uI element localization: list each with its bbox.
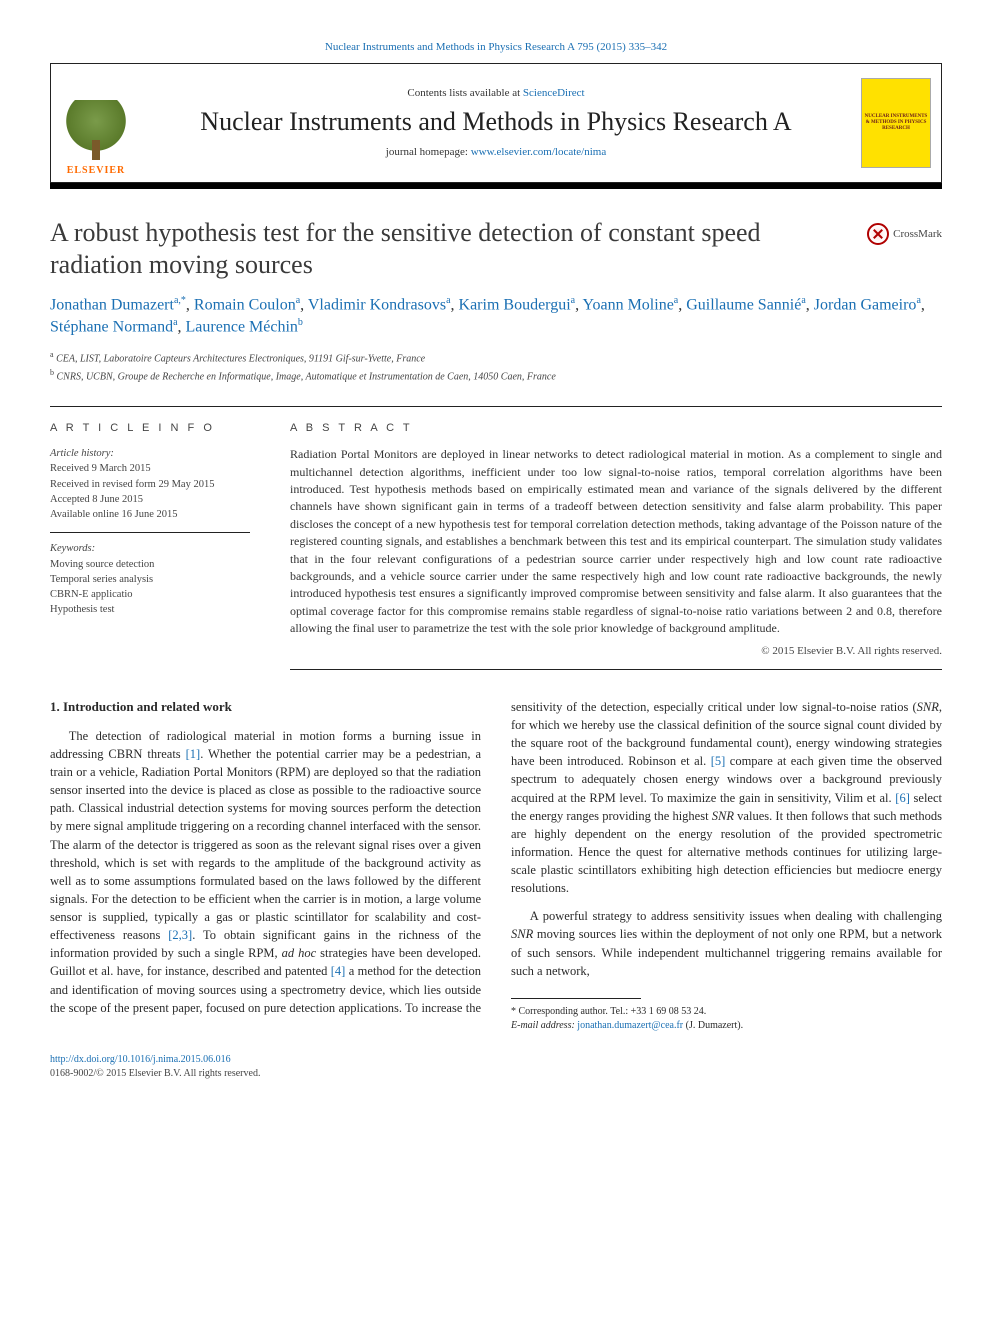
author-8[interactable]: Stéphane Normand — [50, 319, 173, 336]
affil-sup-a: a — [50, 350, 54, 359]
history-accepted: Accepted 8 June 2015 — [50, 492, 250, 507]
p3-text-b: moving sources lies within the deploymen… — [511, 927, 942, 977]
email-label: E-mail address: — [511, 1020, 577, 1031]
affiliations: a CEA, LIST, Laboratoire Capteurs Archit… — [50, 349, 942, 384]
article-info-head: A R T I C L E I N F O — [50, 421, 250, 436]
journal-cover-block: NUCLEAR INSTRUMENTS & METHODS IN PHYSICS… — [851, 64, 941, 182]
crossmark-icon — [867, 223, 889, 245]
author-5[interactable]: Yoann Moline — [583, 296, 674, 313]
page-footer: http://dx.doi.org/10.1016/j.nima.2015.06… — [50, 1053, 942, 1081]
crossmark-label: CrossMark — [893, 227, 942, 242]
abstract-text: Radiation Portal Monitors are deployed i… — [290, 446, 942, 637]
affiliation-a: a CEA, LIST, Laboratoire Capteurs Archit… — [50, 349, 942, 366]
journal-header: ELSEVIER Contents lists available at Sci… — [50, 63, 942, 183]
body-columns: 1. Introduction and related work The det… — [50, 698, 942, 1033]
crossmark-badge[interactable]: CrossMark — [867, 223, 942, 245]
section-1-head: 1. Introduction and related work — [50, 698, 481, 717]
author-1-affil: a,* — [174, 295, 186, 306]
section-1-title: Introduction and related work — [63, 699, 232, 714]
ref-6[interactable]: [6] — [895, 791, 910, 805]
p2-snr2: SNR — [712, 809, 734, 823]
doi-link[interactable]: http://dx.doi.org/10.1016/j.nima.2015.06… — [50, 1054, 231, 1065]
history-revised: Received in revised form 29 May 2015 — [50, 477, 250, 492]
section-1-number: 1. — [50, 699, 60, 714]
author-5-affil: a — [674, 295, 678, 306]
affiliation-b: b CNRS, UCBN, Groupe de Recherche en Inf… — [50, 367, 942, 384]
history-online: Available online 16 June 2015 — [50, 507, 250, 522]
keyword-1: Moving source detection — [50, 557, 250, 572]
author-7[interactable]: Jordan Gameiro — [814, 296, 917, 313]
journal-header-center: Contents lists available at ScienceDirec… — [141, 64, 851, 182]
corr-email-link[interactable]: jonathan.dumazert@cea.fr — [577, 1020, 683, 1031]
history-received: Received 9 March 2015 — [50, 461, 250, 476]
journal-homepage-line: journal homepage: www.elsevier.com/locat… — [151, 145, 841, 160]
journal-cover-thumb: NUCLEAR INSTRUMENTS & METHODS IN PHYSICS… — [861, 78, 931, 168]
ref-2-3[interactable]: [2,3] — [168, 928, 192, 942]
body-p1: The detection of radiological material i… — [50, 698, 942, 1033]
journal-homepage-link[interactable]: www.elsevier.com/locate/nima — [471, 146, 607, 158]
author-1[interactable]: Jonathan Dumazert — [50, 296, 174, 313]
author-2[interactable]: Romain Coulon — [194, 296, 296, 313]
corr-tel: +33 1 69 08 53 24. — [631, 1006, 707, 1017]
abstract-head: A B S T R A C T — [290, 421, 942, 436]
sciencedirect-link[interactable]: ScienceDirect — [523, 87, 585, 99]
ref-1[interactable]: [1] — [186, 747, 201, 761]
keywords-label: Keywords: — [50, 541, 250, 556]
author-7-affil: a — [916, 295, 920, 306]
author-3-affil: a — [446, 295, 450, 306]
corr-label: * Corresponding author. Tel.: — [511, 1006, 631, 1017]
article-info: A R T I C L E I N F O Article history: R… — [50, 406, 250, 670]
publisher-logo-block: ELSEVIER — [51, 64, 141, 182]
issn-copyright: 0168-9002/© 2015 Elsevier B.V. All right… — [50, 1068, 260, 1079]
article-history: Article history: Received 9 March 2015 R… — [50, 446, 250, 533]
footnote-separator — [511, 998, 641, 999]
author-6-affil: a — [801, 295, 805, 306]
author-4-affil: a — [571, 295, 575, 306]
author-4[interactable]: Karim Boudergui — [459, 296, 571, 313]
p1-adhoc: ad hoc — [282, 946, 317, 960]
journal-name: Nuclear Instruments and Methods in Physi… — [151, 107, 841, 137]
elsevier-tree-icon — [66, 100, 126, 160]
p3-text-a: A powerful strategy to address sensitivi… — [530, 909, 942, 923]
running-header: Nuclear Instruments and Methods in Physi… — [50, 40, 942, 55]
homepage-prefix: journal homepage: — [386, 146, 471, 158]
author-9-affil: b — [298, 317, 303, 328]
body-p3: A powerful strategy to address sensitivi… — [511, 907, 942, 980]
author-list: Jonathan Dumazerta,*, Romain Coulona, Vl… — [50, 294, 942, 339]
keyword-2: Temporal series analysis — [50, 572, 250, 587]
ref-4[interactable]: [4] — [331, 964, 346, 978]
author-9[interactable]: Laurence Méchin — [186, 319, 298, 336]
header-divider-bar — [50, 183, 942, 189]
author-6[interactable]: Guillaume Sannié — [686, 296, 801, 313]
contents-prefix: Contents lists available at — [407, 87, 522, 99]
ref-5[interactable]: [5] — [711, 754, 726, 768]
affil-sup-b: b — [50, 368, 54, 377]
p1-text-b: . Whether the potential carrier may be a… — [50, 747, 481, 942]
author-2-affil: a — [296, 295, 300, 306]
p3-snr: SNR — [511, 927, 533, 941]
p2-snr1: SNR — [917, 700, 939, 714]
corresponding-footnote: * Corresponding author. Tel.: +33 1 69 0… — [511, 1005, 942, 1033]
email-suffix: (J. Dumazert). — [683, 1020, 743, 1031]
keywords-block: Keywords: Moving source detection Tempor… — [50, 541, 250, 617]
history-label: Article history: — [50, 446, 250, 461]
keyword-4: Hypothesis test — [50, 602, 250, 617]
affil-text-a: CEA, LIST, Laboratoire Capteurs Architec… — [56, 354, 425, 365]
paper-title: A robust hypothesis test for the sensiti… — [50, 217, 847, 279]
abstract: A B S T R A C T Radiation Portal Monitor… — [290, 406, 942, 670]
keyword-3: CBRN-E applicatio — [50, 587, 250, 602]
author-8-affil: a — [173, 317, 177, 328]
running-header-link[interactable]: Nuclear Instruments and Methods in Physi… — [325, 41, 667, 53]
contents-available-line: Contents lists available at ScienceDirec… — [151, 86, 841, 101]
author-3[interactable]: Vladimir Kondrasovs — [308, 296, 446, 313]
affil-text-b: CNRS, UCBN, Groupe de Recherche en Infor… — [57, 371, 556, 382]
abstract-copyright: © 2015 Elsevier B.V. All rights reserved… — [290, 644, 942, 670]
elsevier-wordmark: ELSEVIER — [67, 164, 126, 178]
